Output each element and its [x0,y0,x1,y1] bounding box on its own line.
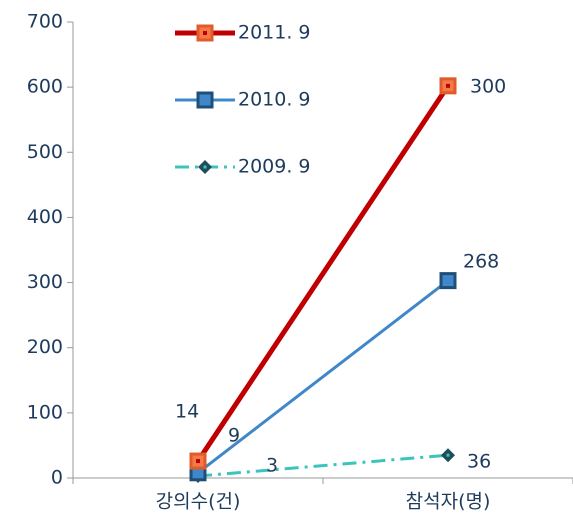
y-tick-label: 200 [27,336,63,358]
marker-part [203,31,207,35]
annotation: 14 [175,401,199,423]
annotation: 36 [467,451,491,473]
marker [196,91,214,109]
marker-part [446,453,450,457]
y-tick-label: 700 [27,11,63,33]
annotation: 9 [228,425,240,447]
series-line [195,84,451,463]
marker-part [203,165,207,169]
legend-label: 2010. 9 [238,89,311,111]
y-tick-label: 300 [27,271,63,293]
marker [198,160,212,174]
annotation: 300 [470,76,506,98]
y-tick-label: 400 [27,206,63,228]
x-tick-label: 참석자(명) [406,491,491,513]
marker [439,272,457,290]
marker-part [196,91,214,109]
marker-part [446,83,450,88]
y-tick-label: 500 [27,141,63,163]
series-line [197,279,449,474]
legend-label: 2009. 9 [238,156,311,178]
marker [439,77,457,95]
annotation: 3 [266,455,278,477]
y-tick-label: 0 [51,467,63,489]
annotation: 268 [463,251,499,273]
marker [196,24,214,42]
x-tick-label: 강의수(건) [156,491,241,513]
marker-part [196,459,200,464]
marker [189,452,207,470]
series-line [197,453,449,478]
marker [441,448,455,463]
marker-part [439,272,457,290]
y-tick-label: 600 [27,76,63,98]
legend-label: 2011. 9 [238,22,311,44]
y-tick-label: 100 [27,401,63,423]
